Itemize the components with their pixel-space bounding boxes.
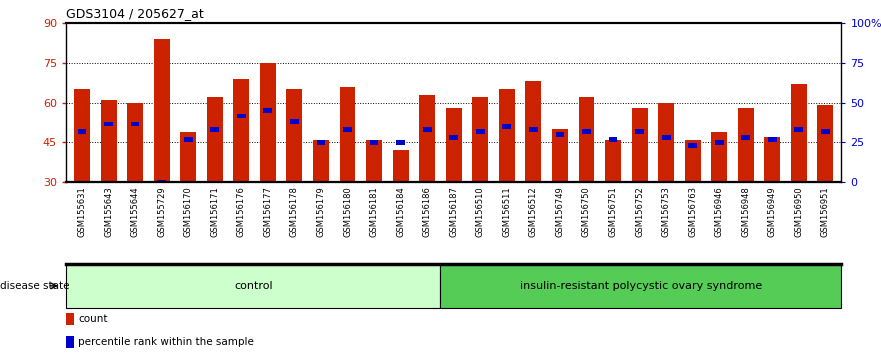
Bar (449, 135, 458, 139)
Text: GSM155729: GSM155729 (157, 186, 167, 237)
Bar (66, 336, 74, 348)
Bar (184, 137, 193, 142)
Bar (313, 140, 329, 182)
Text: GSM156510: GSM156510 (476, 186, 485, 237)
Bar (472, 97, 488, 182)
Text: GSM155644: GSM155644 (130, 186, 139, 237)
Bar (366, 140, 382, 182)
Bar (419, 95, 435, 182)
Bar (237, 114, 246, 118)
Bar (263, 108, 272, 113)
Bar (632, 108, 648, 182)
Text: GSM155643: GSM155643 (104, 186, 113, 237)
Bar (605, 140, 621, 182)
Text: GSM156176: GSM156176 (237, 186, 246, 237)
Text: insulin-resistant polycystic ovary syndrome: insulin-resistant polycystic ovary syndr… (520, 281, 762, 291)
Bar (207, 97, 223, 182)
Bar (260, 63, 276, 182)
Text: GDS3104 / 205627_at: GDS3104 / 205627_at (66, 7, 204, 21)
Text: GSM156949: GSM156949 (768, 186, 777, 237)
Bar (635, 130, 644, 134)
Bar (104, 121, 113, 126)
Text: GSM156750: GSM156750 (582, 186, 591, 237)
Bar (396, 140, 405, 145)
Text: GSM156178: GSM156178 (290, 186, 299, 237)
Bar (78, 130, 86, 134)
Text: GSM156511: GSM156511 (502, 186, 511, 237)
Bar (446, 108, 462, 182)
Text: GSM156186: GSM156186 (423, 186, 432, 237)
Bar (688, 143, 697, 148)
Text: control: control (234, 281, 272, 291)
Bar (662, 135, 670, 139)
Text: GSM156512: GSM156512 (529, 186, 538, 237)
Bar (290, 119, 299, 124)
Bar (100, 100, 116, 182)
Bar (658, 103, 674, 182)
Bar (525, 81, 541, 182)
Text: GSM155631: GSM155631 (78, 186, 86, 237)
Text: GSM156948: GSM156948 (741, 186, 751, 237)
Text: GSM156749: GSM156749 (555, 186, 565, 237)
Bar (316, 140, 325, 145)
Bar (499, 89, 515, 182)
Bar (66, 313, 74, 325)
Bar (343, 127, 352, 132)
Bar (768, 137, 777, 142)
Text: GSM156180: GSM156180 (343, 186, 352, 237)
Text: GSM156752: GSM156752 (635, 186, 644, 237)
Bar (737, 108, 754, 182)
Bar (339, 87, 355, 182)
Bar (818, 105, 833, 182)
Bar (158, 180, 166, 185)
Bar (127, 103, 143, 182)
Text: GSM156187: GSM156187 (449, 186, 458, 237)
Bar (370, 140, 379, 145)
Text: GSM156184: GSM156184 (396, 186, 405, 237)
Bar (552, 129, 568, 182)
Bar (529, 127, 537, 132)
Bar (440, 264, 841, 308)
Bar (609, 137, 618, 142)
Text: GSM156170: GSM156170 (184, 186, 193, 237)
Text: GSM156763: GSM156763 (688, 186, 697, 238)
Bar (66, 264, 440, 308)
Text: GSM156181: GSM156181 (369, 186, 379, 237)
Bar (286, 89, 302, 182)
Bar (181, 132, 196, 182)
Text: GSM156946: GSM156946 (714, 186, 723, 237)
Bar (685, 140, 700, 182)
Text: GSM156171: GSM156171 (211, 186, 219, 237)
Bar (476, 130, 485, 134)
Bar (502, 124, 511, 129)
Text: percentile rank within the sample: percentile rank within the sample (78, 337, 255, 347)
Text: GSM156751: GSM156751 (609, 186, 618, 237)
Text: count: count (78, 314, 107, 324)
Text: disease state: disease state (0, 281, 70, 291)
Text: GSM156179: GSM156179 (316, 186, 325, 237)
Bar (582, 130, 591, 134)
Bar (791, 84, 807, 182)
Text: GSM156950: GSM156950 (795, 186, 803, 237)
Bar (74, 89, 90, 182)
Text: GSM156753: GSM156753 (662, 186, 670, 237)
Bar (211, 127, 219, 132)
Bar (153, 39, 170, 182)
Bar (742, 135, 750, 139)
Bar (233, 79, 249, 182)
Bar (711, 132, 727, 182)
Bar (765, 137, 781, 182)
Bar (795, 127, 803, 132)
Text: GSM156951: GSM156951 (821, 186, 830, 237)
Bar (556, 132, 565, 137)
Bar (393, 150, 409, 182)
Bar (821, 130, 830, 134)
Bar (130, 121, 139, 126)
Bar (714, 140, 723, 145)
Bar (423, 127, 432, 132)
Bar (579, 97, 595, 182)
Text: GSM156177: GSM156177 (263, 186, 272, 237)
